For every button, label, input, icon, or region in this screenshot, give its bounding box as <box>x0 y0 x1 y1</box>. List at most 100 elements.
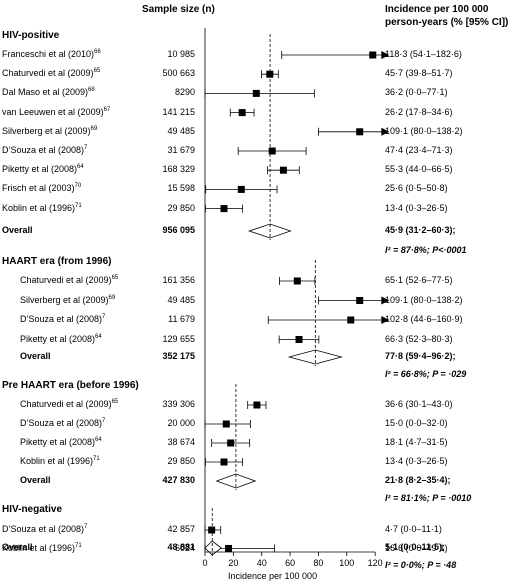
sample-size-header: Sample size (n) <box>142 4 215 15</box>
study-name: Piketty et al (2008) <box>2 164 78 175</box>
sample-size-value: 161 356 <box>162 275 195 285</box>
ci-arrow <box>381 296 390 305</box>
study-name: Piketty et al (2008) <box>20 437 96 447</box>
sample-size-value: 20 000 <box>167 418 195 428</box>
study-reference: 7 <box>84 524 88 530</box>
study-label: Frisch et al (2003)70 <box>2 183 81 193</box>
point-estimate <box>220 458 228 466</box>
point-estimate <box>356 128 364 136</box>
incidence-header-line2: person-years (% [95% CI]) <box>385 17 509 28</box>
overall-diamond <box>204 540 222 556</box>
sample-size-value: 31 679 <box>167 145 195 155</box>
study-name: D’Souza et al (2008) <box>2 145 85 155</box>
sample-size-value: 42 857 <box>167 524 195 534</box>
study-reference: 65 <box>93 68 101 75</box>
heterogeneity-stats: I² = 0·0%; P = ·48 <box>385 560 456 570</box>
x-tick-label: 0 <box>202 558 207 568</box>
overall-sample-size: 352 175 <box>162 351 195 361</box>
overall-incidence: 45·9 (31·2–60·3); <box>385 225 456 235</box>
study-label: Koblin et al (1996)71 <box>20 456 100 466</box>
point-estimate <box>220 205 228 213</box>
x-tick-label: 80 <box>313 558 323 568</box>
study-reference: 71 <box>93 456 100 462</box>
point-estimate <box>369 51 377 59</box>
incidence-value: 55·3 (44·0–66·5) <box>385 164 453 175</box>
overall-sample-size: 427 830 <box>162 475 195 485</box>
study-reference: 71 <box>75 542 82 549</box>
study-name: D’Souza et al (2008) <box>20 418 103 428</box>
point-estimate <box>279 166 287 174</box>
ci-arrow <box>381 51 390 59</box>
heterogeneity-text: I² = 81·1%; P = ·0010 <box>385 493 472 503</box>
study-name: D’Souza et al (2008) <box>2 524 85 534</box>
study-label: Chaturvedi et al (2009)65 <box>2 68 100 78</box>
point-estimate <box>227 439 235 447</box>
incidence-value: 118·3 (54·1–182·6) <box>385 49 462 59</box>
study-name: Koblin et al (1996) <box>2 202 76 213</box>
section-title: HIV-negative <box>2 504 63 515</box>
study-label: Koblin et al (1996)71 <box>2 203 82 213</box>
point-estimate <box>356 297 364 304</box>
sample-size-value: 29 850 <box>167 456 195 466</box>
x-tick-label: 60 <box>285 558 295 568</box>
study-reference: 70 <box>74 183 82 190</box>
incidence-value: 66·3 (52·3–80·3) <box>385 333 453 344</box>
point-estimate <box>208 526 216 534</box>
point-estimate <box>295 336 303 343</box>
point-estimate <box>252 89 260 97</box>
heterogeneity-text: I² = 66·8%; P = ·029 <box>385 369 467 379</box>
study-label: D’Souza et al (2008)7 <box>20 314 105 324</box>
study-name: Chaturvedi et al (2009) <box>20 399 112 409</box>
point-estimate <box>293 277 301 285</box>
incidence-value: 36·6 (30·1–43·0) <box>385 399 453 409</box>
incidence-value: 36·2 (0·0–77·1) <box>385 87 448 98</box>
overall-incidence: 5·1 (0·0–11·5); <box>385 542 446 552</box>
study-label: D’Souza et al (2008)7 <box>2 145 87 155</box>
incidence-value: 15·0 (0·0–32·0) <box>385 418 448 428</box>
study-reference: 64 <box>95 333 102 340</box>
study-name: Silverberg et al (2009) <box>2 125 91 136</box>
x-tick-label: 20 <box>228 558 238 568</box>
study-reference: 69 <box>90 125 98 132</box>
incidence-value: 18·1 (4·7–31·5) <box>385 437 448 447</box>
sample-size-value: 29 850 <box>167 202 195 213</box>
overall-label: Overall <box>20 475 51 485</box>
incidence-value: 25·6 (0·5–50·8) <box>385 183 448 194</box>
sample-size-value: 141 215 <box>162 106 195 117</box>
incidence-value: 45·7 (39·8–51·7) <box>385 68 453 79</box>
point-estimate <box>225 545 233 552</box>
study-reference: 7 <box>102 314 106 320</box>
study-label: Chaturvedi et al (2009)65 <box>20 275 118 285</box>
study-reference: 64 <box>95 437 102 443</box>
overall-label: Overall <box>2 225 33 235</box>
incidence-value: 26·2 (17·8–34·6) <box>385 106 453 117</box>
study-label: Chaturvedi et al (2009)65 <box>20 399 118 409</box>
x-tick-label: 120 <box>368 558 383 568</box>
heterogeneity-stats: I² = 81·1%; P = ·0010 <box>385 493 471 503</box>
study-name: Frisch et al (2003) <box>2 183 75 194</box>
point-estimate <box>237 185 245 193</box>
section-title: HAART era (from 1996) <box>2 256 112 267</box>
study-label: D’Souza et al (2008)7 <box>2 524 87 534</box>
incidence-value: 102·8 (44·6–160·9) <box>385 314 463 324</box>
sample-size-value: 15 598 <box>167 183 195 194</box>
heterogeneity-stats: I² = 66·8%; P = ·029 <box>385 369 466 379</box>
study-reference: 64 <box>77 164 84 171</box>
point-estimate <box>347 316 355 324</box>
sample-size-value: 168 329 <box>162 164 195 175</box>
section-title: Pre HAART era (before 1996) <box>2 380 139 391</box>
study-name: Dal Maso et al (2009) <box>2 87 89 98</box>
incidence-value: 4·7 (0·0–11·1) <box>385 524 442 534</box>
study-name: Piketty et al (2008) <box>20 333 96 344</box>
study-name: van Leeuwen et al (2009) <box>2 106 104 117</box>
study-label: Silverberg et al (2009)69 <box>2 126 97 136</box>
incidence-value: 47·4 (23·4–71·3) <box>385 145 453 155</box>
study-label: Piketty et al (2008)64 <box>20 437 102 447</box>
study-reference: 71 <box>75 202 82 209</box>
incidence-value: 109·1 (80·0–138·2) <box>385 294 463 305</box>
x-tick-label: 40 <box>257 558 267 568</box>
heterogeneity-text: I² = 87·8%; P<·0001 <box>385 245 467 255</box>
sample-size-value: 49 485 <box>167 294 195 305</box>
study-reference: 67 <box>103 106 111 113</box>
